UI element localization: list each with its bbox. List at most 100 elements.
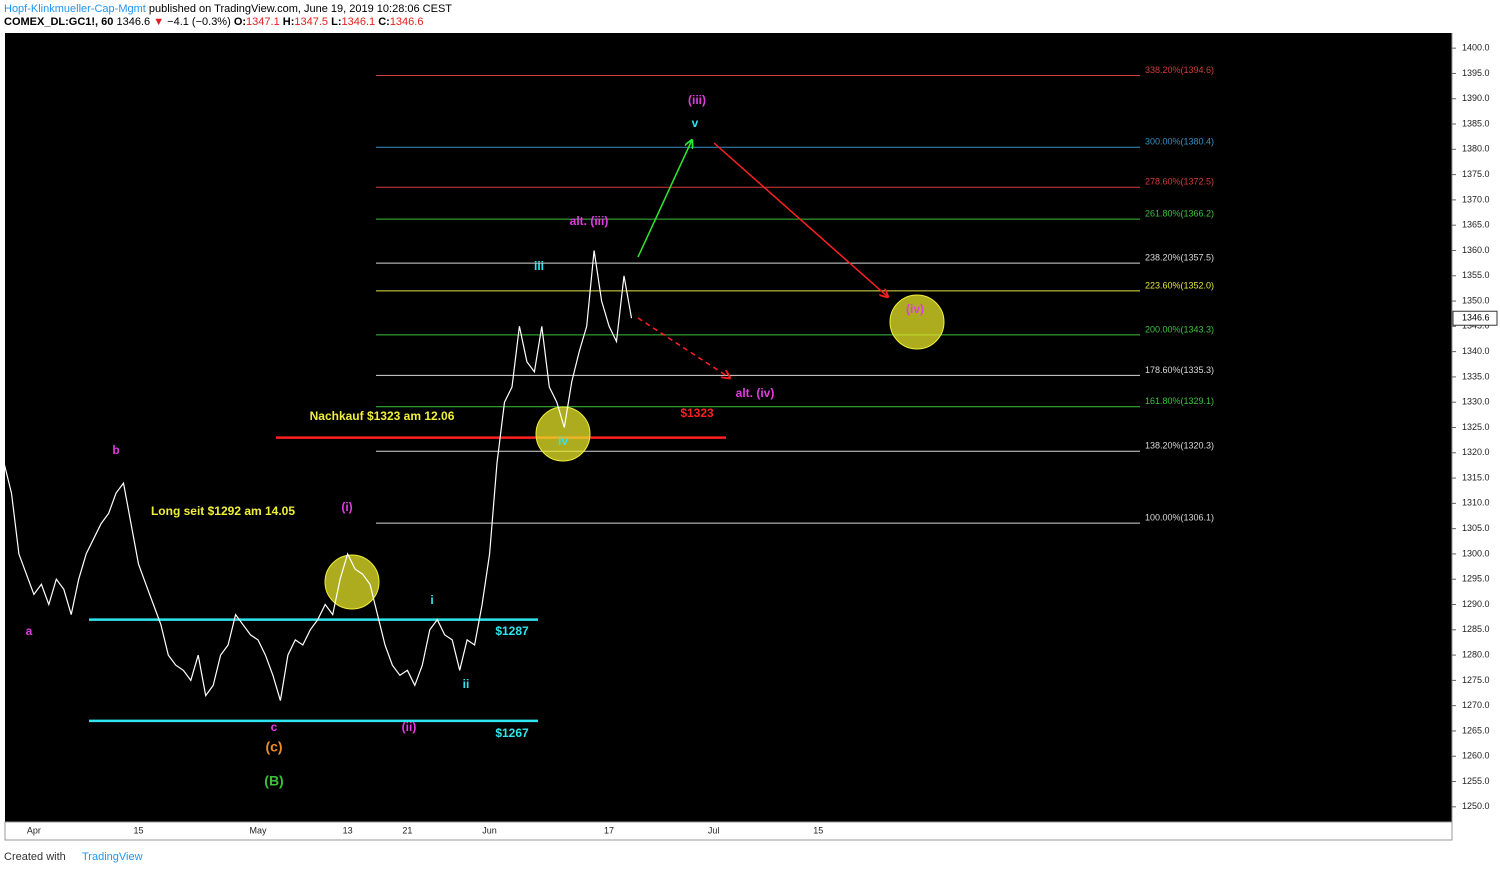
x-tick-label: 15 [813,825,823,835]
plot-area [5,33,1452,822]
arrow [637,140,692,258]
fib-label: 338.20%(1394.6) [1145,65,1214,75]
y-tick-label: 1335.0 [1462,371,1490,381]
y-tick-label: 1365.0 [1462,220,1490,230]
annotation: (iv) [906,302,924,316]
y-tick-label: 1260.0 [1462,751,1490,761]
fib-label: 223.60%(1352.0) [1145,280,1214,290]
open: 1347.1 [246,16,280,28]
close-label: C: [378,16,390,28]
y-tick-label: 1270.0 [1462,700,1490,710]
y-tick-label: 1375.0 [1462,169,1490,179]
y-tick-label: 1360.0 [1462,245,1490,255]
footer-text: Created with [4,851,66,863]
low-label: L: [331,16,342,28]
high: 1347.5 [294,16,329,28]
y-tick-label: 1395.0 [1462,68,1490,78]
annotation: alt. (iii) [570,214,609,228]
x-tick-label: Apr [27,825,41,835]
annotation: b [112,443,119,457]
y-tick-label: 1305.0 [1462,523,1490,533]
y-tick-label: 1390.0 [1462,93,1490,103]
annotation: Nachkauf $1323 am 12.06 [310,409,455,423]
x-tick-label: 21 [402,825,412,835]
y-tick-label: 1265.0 [1462,725,1490,735]
y-tick-label: 1330.0 [1462,397,1490,407]
price: 1346.6 [116,16,151,28]
fib-label: 278.60%(1372.5) [1145,177,1214,187]
annotation: (B) [264,773,283,789]
level-label: $1287 [495,624,529,638]
annotation: a [26,624,33,638]
author[interactable]: Hopf-Klinkmueller-Cap-Mgmt [4,3,146,15]
high-label: H: [282,16,295,28]
header-line-1: Hopf-Klinkmueller-Cap-Mgmt published on … [4,3,452,15]
low: 1346.1 [341,16,376,28]
annotation: (iii) [688,93,706,107]
fib-label: 138.20%(1320.3) [1145,441,1214,451]
fib-label: 100.00%(1306.1) [1145,512,1214,522]
x-tick-label: 17 [604,825,614,835]
fib-label: 161.80%(1329.1) [1145,396,1214,406]
fib-label: 300.00%(1380.4) [1145,137,1214,147]
x-tick-label: 13 [343,825,353,835]
level-label: $1267 [495,726,529,740]
last-price: 1346.6 [1462,313,1490,323]
y-tick-label: 1315.0 [1462,472,1490,482]
highlight-circle [535,406,591,462]
arrow [637,317,730,378]
y-tick-label: 1325.0 [1462,422,1490,432]
y-tick-label: 1275.0 [1462,675,1490,685]
annotation: iii [534,259,544,273]
price-line [3,250,633,701]
footer-brand[interactable]: TradingView [82,851,143,863]
y-tick-label: 1385.0 [1462,118,1490,128]
change: −4.1 (−0.3%) [167,16,231,28]
fib-label: 200.00%(1343.3) [1145,324,1214,334]
header-line-2: COMEX_DL:GC1!, 60 1346.6 ▼ −4.1 (−0.3%) … [4,16,423,28]
annotation: c [271,720,278,734]
highlight-circle [324,554,380,610]
annotation: ii [463,677,470,691]
close: 1346.6 [389,16,424,28]
annotation: (c) [265,739,282,755]
y-tick-label: 1380.0 [1462,144,1490,154]
y-tick-label: 1350.0 [1462,295,1490,305]
fib-label: 238.20%(1357.5) [1145,252,1214,262]
annotation: i [430,593,433,607]
y-tick-label: 1400.0 [1462,43,1490,53]
highlight-circle [889,294,945,350]
y-tick-label: 1300.0 [1462,548,1490,558]
annotation: (ii) [402,720,417,734]
y-tick-label: 1250.0 [1462,801,1490,811]
level-label: $1323 [680,406,714,420]
annotation: (i) [341,500,352,514]
annotation: alt. (iv) [736,386,775,400]
x-tick-label: May [249,825,267,835]
y-tick-label: 1280.0 [1462,649,1490,659]
arrow: ▼ [153,16,165,28]
y-tick-label: 1255.0 [1462,776,1490,786]
published: published on TradingView.com, June 19, 2… [148,3,453,15]
y-tick-label: 1355.0 [1462,270,1490,280]
y-tick-label: 1310.0 [1462,498,1490,508]
fib-label: 178.60%(1335.3) [1145,365,1214,375]
symbol: COMEX_DL:GC1!, 60 [4,16,114,28]
x-tick-label: Jul [708,825,720,835]
y-tick-label: 1295.0 [1462,574,1490,584]
annotation: iv [558,434,568,448]
last-price-box [1452,310,1498,326]
x-tick-label: 15 [133,825,143,835]
fib-label: 261.80%(1366.2) [1145,208,1214,218]
annotation: v [692,116,699,130]
x-tick-label: Jun [482,825,497,835]
y-tick-label: 1340.0 [1462,346,1490,356]
annotation: Long seit $1292 am 14.05 [151,504,295,518]
y-tick-label: 1320.0 [1462,447,1490,457]
y-tick-label: 1290.0 [1462,599,1490,609]
y-tick-label: 1370.0 [1462,194,1490,204]
x-axis [4,821,1453,841]
y-tick-label: 1285.0 [1462,624,1490,634]
